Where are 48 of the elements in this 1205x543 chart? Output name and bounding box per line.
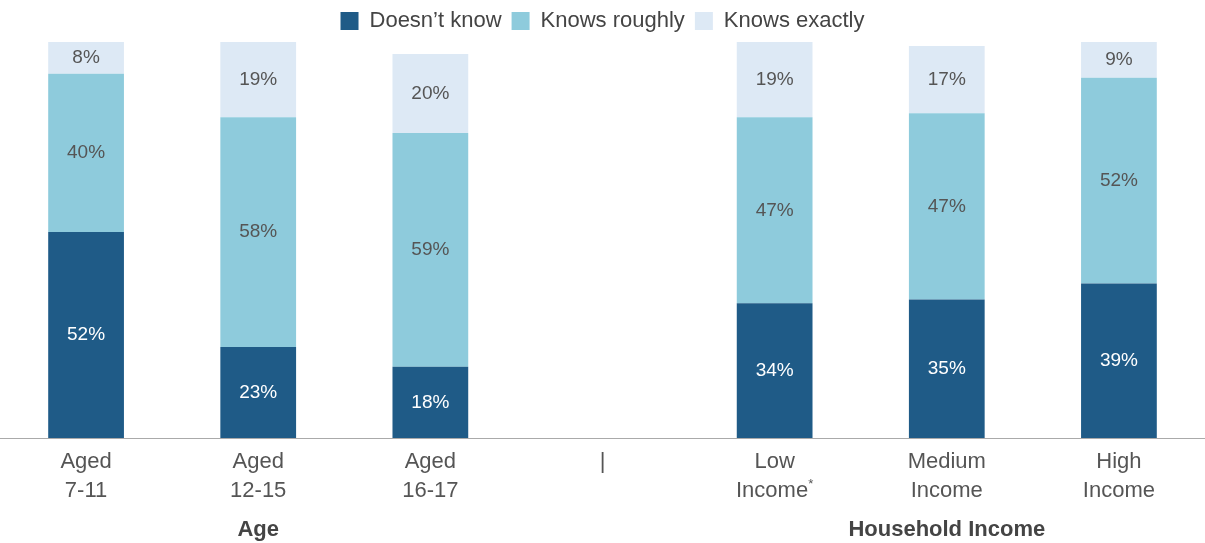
text: Household Income — [848, 516, 1046, 541]
bar — [1081, 42, 1157, 78]
bar — [736, 42, 813, 118]
bar — [736, 117, 813, 304]
bar — [908, 113, 985, 300]
data-label: 52% — [67, 323, 106, 345]
bar — [392, 133, 469, 367]
bar — [908, 299, 985, 438]
bar — [392, 53, 469, 134]
data-label: 52% — [1099, 168, 1139, 190]
bar — [48, 42, 124, 74]
data-label: 39% — [1099, 349, 1139, 371]
x-tick-label: Aged 12-15 — [230, 448, 287, 502]
bar — [220, 117, 297, 347]
data-label: 35% — [927, 356, 966, 378]
data-label: 19% — [239, 67, 278, 89]
data-label: 18% — [411, 390, 450, 412]
bar — [220, 42, 297, 118]
data-label: 20% — [411, 81, 450, 103]
text: Age — [237, 516, 279, 541]
bar — [1081, 77, 1157, 284]
data-label: 19% — [755, 67, 794, 89]
x-tick-label: Aged 7-11 — [60, 448, 112, 502]
bar — [392, 366, 469, 438]
bar — [1081, 283, 1157, 438]
x-tick-label: | — [599, 448, 606, 473]
bar — [736, 303, 813, 438]
x-tick-label: Low Income* — [736, 448, 814, 502]
data-label: 58% — [239, 220, 278, 242]
x-tick-label: Aged 16-17 — [402, 448, 459, 502]
bar — [48, 232, 124, 438]
data-label: 59% — [411, 238, 450, 260]
x-tick-label: High Income — [1082, 448, 1156, 502]
legend-label: Knows exactly — [723, 7, 865, 33]
bar — [220, 346, 297, 438]
legend-label: Doesn’t know — [369, 7, 502, 33]
data-label: 34% — [755, 358, 794, 380]
bar — [908, 45, 985, 114]
x-tick-label: Medium Income — [907, 448, 986, 502]
bar — [48, 73, 124, 233]
data-label: 8% — [72, 46, 100, 68]
data-label: 17% — [927, 67, 966, 89]
data-label: 47% — [927, 194, 966, 216]
data-label: 23% — [239, 380, 278, 402]
data-label: 40% — [67, 141, 106, 163]
data-label: 47% — [755, 198, 794, 220]
data-label: 9% — [1105, 48, 1133, 70]
legend-label: Knows roughly — [540, 7, 685, 33]
